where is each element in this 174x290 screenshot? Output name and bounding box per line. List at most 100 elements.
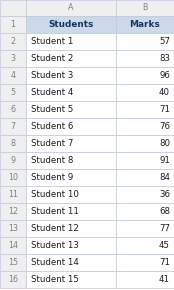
Text: 11: 11 [8, 190, 18, 199]
Bar [116, 186, 174, 203]
Text: 84: 84 [159, 173, 170, 182]
Text: Student 9: Student 9 [31, 173, 73, 182]
Text: Student 13: Student 13 [31, 241, 79, 250]
Text: 91: 91 [159, 156, 170, 165]
Text: 45: 45 [159, 241, 170, 250]
Bar [0, 135, 26, 152]
Text: 96: 96 [159, 71, 170, 80]
Text: 13: 13 [8, 224, 18, 233]
Bar [116, 118, 174, 135]
Text: Student 11: Student 11 [31, 207, 79, 216]
Text: Student 12: Student 12 [31, 224, 79, 233]
Bar [0, 33, 26, 50]
Text: Student 15: Student 15 [31, 275, 79, 284]
Bar [0, 101, 26, 118]
Bar [26, 101, 116, 118]
Bar [116, 33, 174, 50]
Bar [0, 16, 26, 33]
Bar [0, 271, 26, 288]
Text: 12: 12 [8, 207, 18, 216]
Text: Student 6: Student 6 [31, 122, 73, 131]
Text: 10: 10 [8, 173, 18, 182]
Text: 9: 9 [10, 156, 15, 165]
Bar [26, 203, 116, 220]
Bar [0, 0, 26, 16]
Bar [26, 169, 116, 186]
Text: 2: 2 [10, 37, 15, 46]
Text: 4: 4 [10, 71, 15, 80]
Text: Student 3: Student 3 [31, 71, 73, 80]
Text: 40: 40 [159, 88, 170, 97]
Bar [0, 254, 26, 271]
Bar [116, 220, 174, 237]
Bar [116, 271, 174, 288]
Text: Student 2: Student 2 [31, 54, 73, 63]
Bar [26, 67, 116, 84]
Text: 7: 7 [10, 122, 15, 131]
Bar [26, 84, 116, 101]
Bar [26, 152, 116, 169]
Bar [116, 101, 174, 118]
Text: 77: 77 [159, 224, 170, 233]
Text: 71: 71 [159, 258, 170, 267]
Text: Student 8: Student 8 [31, 156, 73, 165]
Bar [0, 84, 26, 101]
Bar [116, 152, 174, 169]
Bar [116, 254, 174, 271]
Bar [26, 254, 116, 271]
Bar [116, 135, 174, 152]
Bar [26, 271, 116, 288]
Bar [26, 220, 116, 237]
Text: Student 1: Student 1 [31, 37, 73, 46]
Text: 57: 57 [159, 37, 170, 46]
Text: 76: 76 [159, 122, 170, 131]
Bar [116, 50, 174, 67]
Bar [116, 67, 174, 84]
Bar [116, 237, 174, 254]
Bar [116, 16, 174, 33]
Text: 14: 14 [8, 241, 18, 250]
Bar [116, 84, 174, 101]
Text: 80: 80 [159, 139, 170, 148]
Text: Students: Students [48, 20, 94, 29]
Text: Marks: Marks [130, 20, 160, 29]
Text: 8: 8 [10, 139, 15, 148]
Text: 36: 36 [159, 190, 170, 199]
Bar [26, 50, 116, 67]
Text: 6: 6 [10, 105, 15, 114]
Bar [0, 203, 26, 220]
Text: 71: 71 [159, 105, 170, 114]
Text: 41: 41 [159, 275, 170, 284]
Bar [26, 186, 116, 203]
Text: A: A [68, 3, 74, 12]
Text: 3: 3 [10, 54, 15, 63]
Text: Student 7: Student 7 [31, 139, 73, 148]
Text: 68: 68 [159, 207, 170, 216]
Text: B: B [142, 3, 148, 12]
Bar [0, 169, 26, 186]
Text: 5: 5 [10, 88, 15, 97]
Bar [26, 0, 116, 16]
Text: 1: 1 [10, 20, 15, 29]
Bar [26, 16, 116, 33]
Text: Student 10: Student 10 [31, 190, 79, 199]
Bar [0, 118, 26, 135]
Text: 16: 16 [8, 275, 18, 284]
Bar [0, 50, 26, 67]
Bar [26, 237, 116, 254]
Bar [0, 220, 26, 237]
Text: Student 5: Student 5 [31, 105, 73, 114]
Bar [0, 152, 26, 169]
Bar [116, 169, 174, 186]
Bar [26, 118, 116, 135]
Bar [26, 135, 116, 152]
Text: 83: 83 [159, 54, 170, 63]
Bar [0, 186, 26, 203]
Bar [0, 67, 26, 84]
Text: Student 14: Student 14 [31, 258, 79, 267]
Bar [116, 0, 174, 16]
Bar [26, 33, 116, 50]
Bar [0, 237, 26, 254]
Bar [116, 203, 174, 220]
Text: 15: 15 [8, 258, 18, 267]
